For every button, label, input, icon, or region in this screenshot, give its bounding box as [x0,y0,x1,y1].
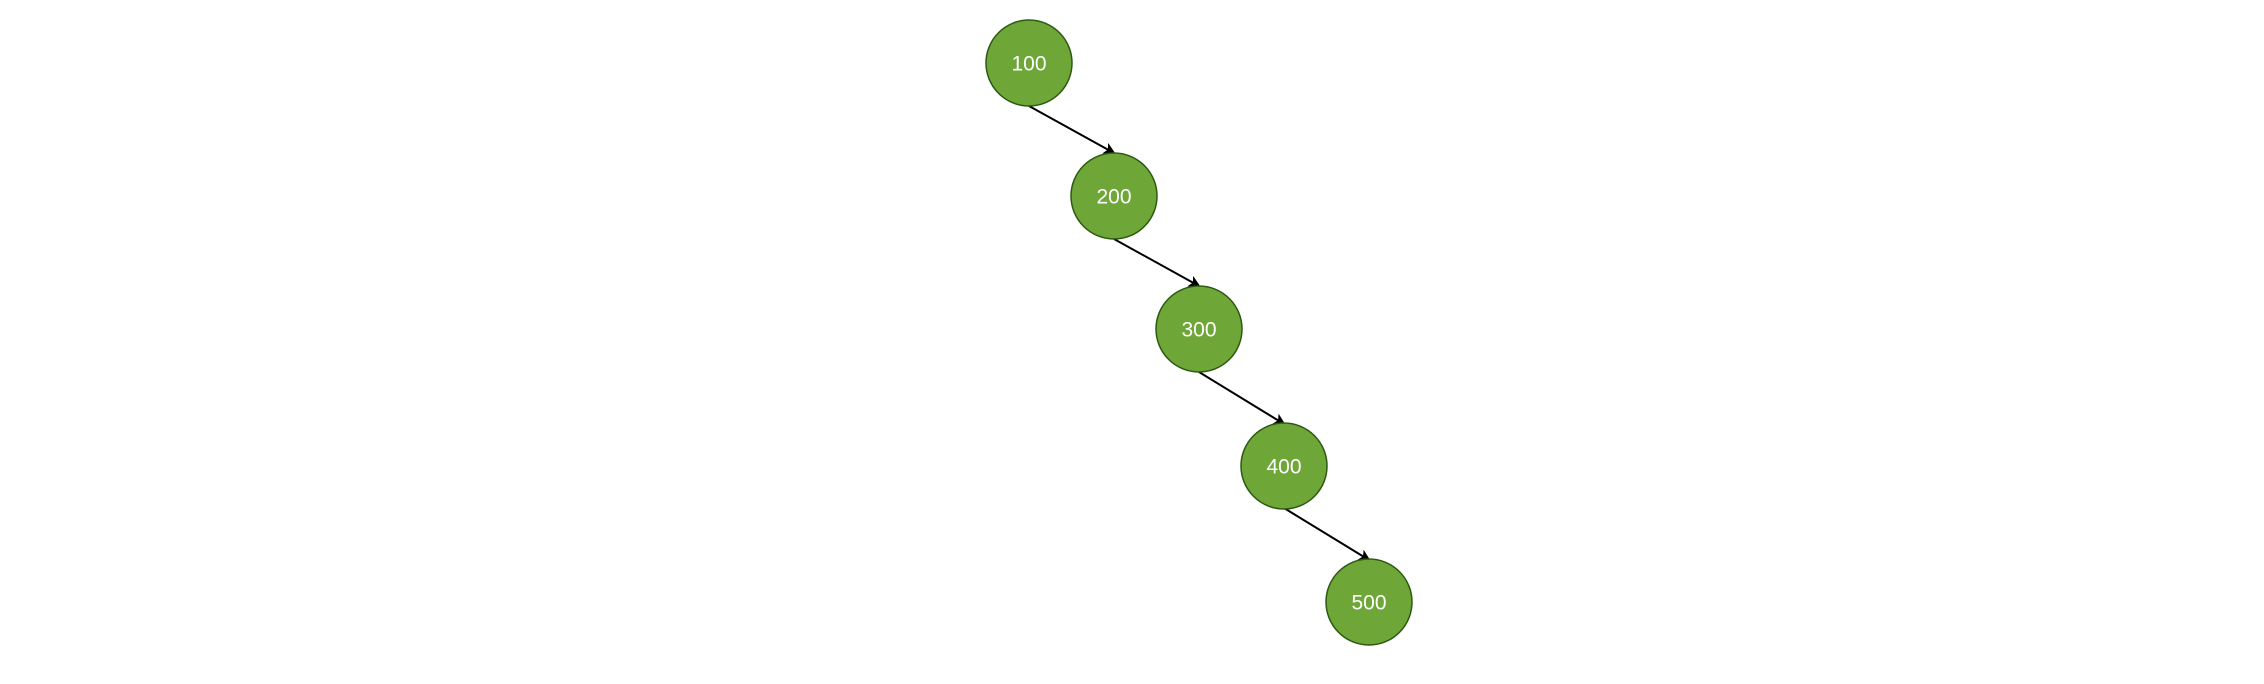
node-300-label: 300 [1181,319,1216,342]
edge-300-400 [1198,371,1286,426]
node-500-label: 500 [1351,592,1386,615]
node-400[interactable]: 400 [1240,422,1328,510]
node-100-circle [985,19,1073,107]
node-500[interactable]: 500 [1325,558,1413,646]
node-100[interactable]: 100 [985,19,1073,107]
edge-200-300 [1113,238,1201,287]
node-200-label: 200 [1096,186,1131,209]
node-300-circle [1155,285,1243,373]
edge-400-500 [1283,507,1371,562]
node-400-circle [1240,422,1328,510]
edges [1028,105,1371,562]
node-500-circle [1325,558,1413,646]
node-200[interactable]: 200 [1070,152,1158,240]
node-100-label: 100 [1011,53,1046,76]
edge-100-200 [1028,105,1116,154]
node-300[interactable]: 300 [1155,285,1243,373]
node-400-label: 400 [1266,456,1301,479]
node-200-circle [1070,152,1158,240]
